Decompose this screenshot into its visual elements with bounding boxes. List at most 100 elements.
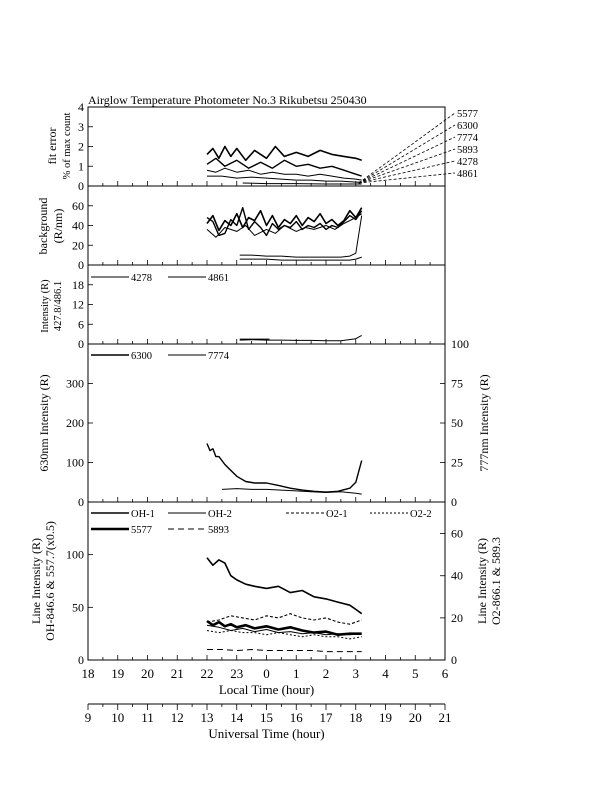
series-line-oh-1-panel-5 <box>206 557 363 615</box>
series-line-5577-panel-1 <box>206 145 362 162</box>
blue-ylabel: Intensity (R) <box>40 279 51 333</box>
series-line-6300-panel-1 <box>206 157 362 177</box>
wavelength-label: 5577 <box>457 109 478 120</box>
oh-left-y-tick-label: 50 <box>72 600 84 614</box>
red-left-y-tick-label: 100 <box>66 456 84 470</box>
universal-time-tick-label: 13 <box>201 710 214 725</box>
fit-error-ylabel: fit error <box>45 128 59 165</box>
legend-label: 7774 <box>208 351 230 362</box>
legend-label: 5893 <box>208 525 229 536</box>
fit-error-ylabel-unit: % of max count <box>62 113 73 180</box>
series-line-7774-panel-1 <box>206 167 362 181</box>
wavelength-label: 6300 <box>457 121 478 132</box>
local-time-tick-label: 0 <box>263 666 270 681</box>
wavelength-leader-line <box>358 112 456 184</box>
universal-time-tick-label: 12 <box>171 710 184 725</box>
series-line-5893-panel-1 <box>207 175 362 183</box>
oh-left-ylabel: Line Intensity (R) <box>29 538 43 624</box>
series-line-5577-panel-5 <box>206 619 362 637</box>
local-time-tick-label: 3 <box>353 666 360 681</box>
blue-y-tick-label: 12 <box>72 298 84 312</box>
background-ylabel: background <box>36 198 50 255</box>
oh-right-ylabel: Line Intensity (R) <box>475 538 489 624</box>
series-line-7774-panel-4 <box>221 488 362 495</box>
series-line-4861-panel-2 <box>239 256 362 261</box>
local-time-tick-label: 21 <box>171 666 184 681</box>
universal-time-tick-label: 19 <box>379 710 392 725</box>
oh-right-y-tick-label: 60 <box>451 527 463 541</box>
panel-frame-1 <box>87 106 446 187</box>
fit-error-y-tick-label: 2 <box>78 140 84 154</box>
local-time-axis-label: Local Time (hour) <box>219 682 314 697</box>
background-y-tick-label: 0 <box>78 258 84 272</box>
background-y-tick-label: 40 <box>72 219 84 233</box>
local-time-tick-label: 20 <box>141 666 154 681</box>
universal-time-tick-label: 21 <box>439 710 452 725</box>
wavelength-label: 4278 <box>457 157 478 168</box>
blue-ylabel-unit: 427.8/486.1 <box>53 281 64 331</box>
wavelength-leader-line <box>358 124 456 184</box>
series-line-4278-panel-1 <box>242 182 362 185</box>
red-right-y-tick-label: 50 <box>451 416 463 430</box>
oh-right-y-tick-label: 40 <box>451 569 463 583</box>
universal-time-tick-label: 11 <box>141 710 154 725</box>
universal-time-tick-label: 16 <box>290 710 304 725</box>
wavelength-label: 4861 <box>457 169 478 180</box>
legend-label: OH-1 <box>131 509 155 520</box>
universal-time-tick-label: 17 <box>320 710 334 725</box>
local-time-tick-label: 23 <box>230 666 243 681</box>
legend-label: 4278 <box>131 273 152 284</box>
universal-time-tick-label: 14 <box>230 710 244 725</box>
blue-y-tick-label: 0 <box>78 337 84 351</box>
series-line-4278-panel-2 <box>239 215 363 258</box>
figure-title: Airglow Temperature Photometer No.3 Riku… <box>88 93 367 107</box>
legend-label: 5577 <box>131 525 152 536</box>
red-right-y-tick-label: 0 <box>451 495 457 509</box>
local-time-tick-label: 4 <box>382 666 389 681</box>
red-left-y-tick-label: 300 <box>66 377 84 391</box>
series-line-5893-panel-5 <box>207 649 362 653</box>
wavelength-leader-line <box>358 160 456 184</box>
series-line-6300-panel-4 <box>206 443 363 493</box>
legend-label: O2-2 <box>410 509 432 520</box>
local-time-tick-label: 22 <box>201 666 214 681</box>
series-line-6300-panel-2 <box>206 206 363 237</box>
red-right-y-tick-label: 100 <box>451 337 469 351</box>
series-line-4278-panel-3 <box>239 334 362 342</box>
oh-right-y-tick-label: 20 <box>451 611 463 625</box>
legend-label: OH-2 <box>208 509 232 520</box>
wavelength-leader-line <box>358 136 456 184</box>
blue-y-tick-label: 6 <box>78 317 84 331</box>
fit-error-y-tick-label: 1 <box>78 159 84 173</box>
background-ylabel-unit: (R/nm) <box>51 209 65 244</box>
local-time-tick-label: 18 <box>82 666 95 681</box>
panels-group: 0123402040600612180100200300025507510005… <box>29 100 503 741</box>
local-time-tick-label: 1 <box>293 666 300 681</box>
fit-error-y-tick-label: 4 <box>78 100 84 114</box>
red-left-y-tick-label: 200 <box>66 416 84 430</box>
red-right-y-tick-label: 25 <box>451 456 463 470</box>
series-line-7774-panel-2 <box>206 213 362 238</box>
series-line-oh-2-panel-5 <box>206 624 362 636</box>
local-time-tick-label: 19 <box>111 666 124 681</box>
universal-time-tick-label: 10 <box>111 710 124 725</box>
red-left-ylabel: 630nm Intensity (R) <box>37 374 51 471</box>
legend-label: 6300 <box>131 351 152 362</box>
wavelength-leader-line <box>358 148 456 184</box>
wavelength-label: 7774 <box>457 133 479 144</box>
red-right-ylabel: 777nm Intensity (R) <box>477 374 491 471</box>
local-time-tick-label: 2 <box>323 666 330 681</box>
legend-label: 4861 <box>208 273 229 284</box>
series-line-o2-1-panel-5 <box>206 613 362 625</box>
local-time-tick-label: 5 <box>412 666 419 681</box>
oh-left-ylabel-sub: OH-846.6 & 557.7(x0.5) <box>43 521 57 641</box>
oh-left-y-tick-label: 0 <box>78 653 84 667</box>
oh-right-y-tick-label: 0 <box>451 653 457 667</box>
red-right-y-tick-label: 75 <box>451 377 463 391</box>
background-y-tick-label: 20 <box>72 238 84 252</box>
universal-time-tick-label: 18 <box>349 710 362 725</box>
oh-right-ylabel-sub: O2-866.1 & 589.3 <box>489 537 503 625</box>
wavelength-leader-line <box>358 172 456 184</box>
fit-error-y-tick-label: 3 <box>78 120 84 134</box>
